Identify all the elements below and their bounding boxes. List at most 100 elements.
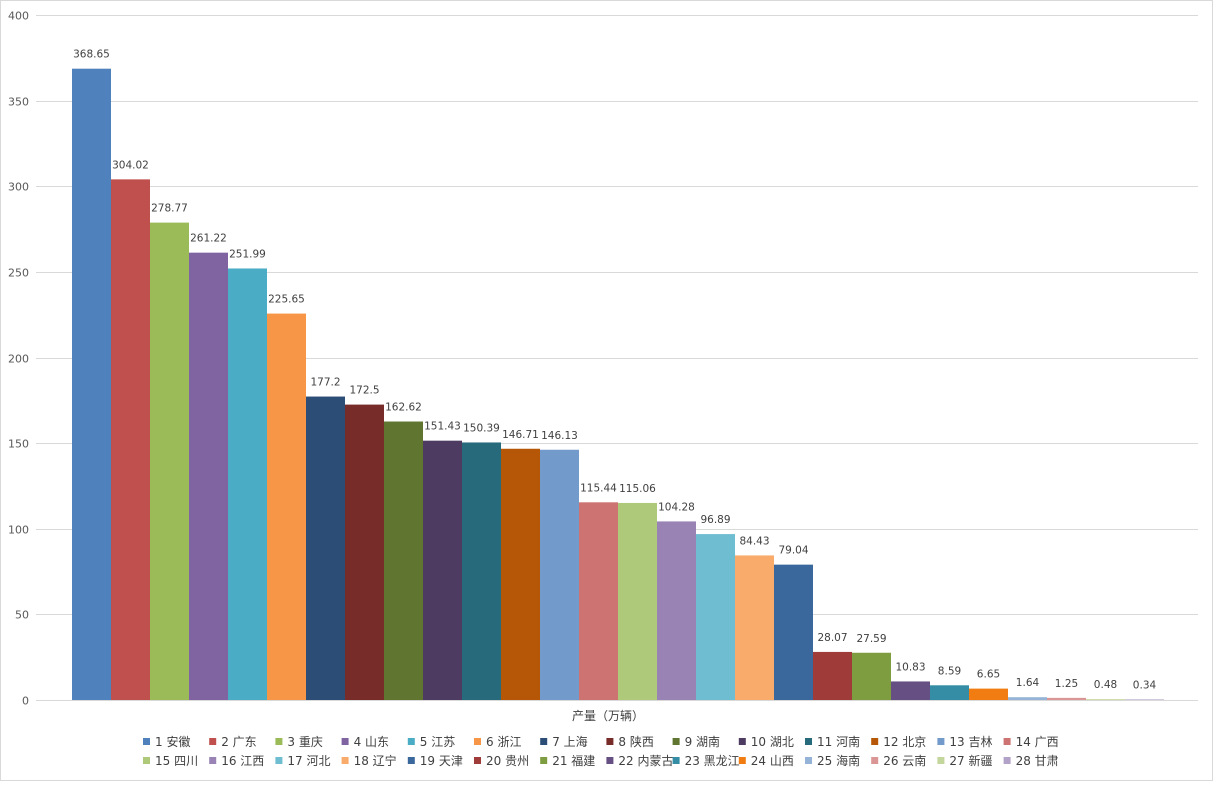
y-tick-label: 50 (15, 609, 29, 622)
bar (1125, 699, 1164, 700)
legend-label: 20 贵州 (486, 754, 529, 768)
data-label: 146.13 (541, 430, 578, 442)
legend-label: 27 新疆 (949, 753, 992, 768)
y-tick-label: 200 (8, 353, 29, 366)
legend-swatch (474, 738, 481, 745)
legend-label: 12 北京 (883, 735, 926, 749)
data-label: 150.39 (463, 422, 500, 434)
legend-swatch (540, 738, 548, 745)
legend-swatch (143, 738, 150, 745)
bar (930, 685, 969, 700)
legend-swatch (275, 757, 283, 764)
legend-swatch (540, 757, 548, 764)
bar (228, 268, 267, 700)
legend-swatch (143, 757, 150, 764)
legend-swatch (341, 757, 349, 764)
legend-label: 5 江苏 (420, 735, 455, 749)
legend-label: 7 上海 (552, 734, 587, 749)
data-label: 79.04 (778, 545, 808, 557)
bar (501, 448, 540, 700)
legend-label: 16 江西 (221, 754, 264, 768)
bar (111, 179, 150, 701)
legend-label: 22 内蒙古 (618, 753, 673, 768)
y-tick-label: 350 (8, 96, 29, 109)
bars (72, 68, 1164, 701)
bar (579, 502, 618, 700)
y-axis-ticks: 0 50 100 150 200 250 300 350 400 (8, 10, 29, 708)
bar (813, 651, 852, 700)
legend-swatch (937, 757, 945, 764)
data-label: 115.06 (619, 483, 656, 495)
legend-label: 17 河北 (287, 754, 330, 768)
legend-label: 14 广西 (1016, 735, 1059, 749)
legend-label: 18 辽宁 (354, 753, 397, 768)
legend-swatch (871, 738, 879, 745)
data-label: 177.2 (310, 377, 340, 389)
legend-label: 28 甘肃 (1016, 754, 1059, 768)
y-tick-label: 0 (22, 695, 29, 708)
legend-swatch (275, 738, 283, 745)
data-label: 96.89 (700, 514, 730, 526)
data-label: 146.71 (502, 429, 539, 441)
data-label: 172.5 (349, 385, 379, 397)
legend-label: 25 海南 (817, 753, 860, 768)
data-label: 27.59 (856, 633, 886, 645)
data-label: 251.99 (229, 248, 266, 260)
bar (267, 313, 306, 700)
legend-swatch (937, 738, 945, 745)
bar (306, 396, 345, 700)
bar (1086, 699, 1125, 700)
bar (423, 440, 462, 700)
y-tick-label: 250 (8, 267, 29, 280)
y-tick-label: 300 (8, 181, 29, 194)
bar (696, 534, 735, 700)
bar (540, 449, 579, 700)
legend-swatch (805, 757, 812, 764)
legend-swatch (738, 738, 746, 745)
legend-label: 21 福建 (552, 753, 595, 768)
legend-swatch (341, 738, 349, 745)
y-tick-label: 150 (8, 438, 29, 451)
x-axis-title: 产量（万辆） (572, 709, 644, 723)
legend: 1 安徽 2 广东 3 重庆 4 山东 5 江苏 6 浙江 7 上海 8 陕西 9 湖南 10 湖… (143, 734, 1059, 768)
bar (462, 442, 501, 700)
data-label: 368.65 (73, 49, 110, 61)
bar (891, 681, 930, 700)
legend-swatch (805, 738, 812, 745)
data-label: 115.44 (580, 482, 617, 494)
legend-label: 13 吉林 (949, 735, 992, 749)
legend-label: 15 四川 (155, 754, 198, 768)
data-label: 162.62 (385, 402, 422, 414)
legend-label: 4 山东 (354, 735, 389, 749)
data-label: 0.48 (1094, 679, 1117, 691)
legend-swatch (209, 757, 217, 764)
bar (969, 688, 1008, 700)
legend-label: 19 天津 (420, 754, 463, 768)
y-tick-label: 100 (8, 524, 29, 537)
legend-swatch (606, 757, 614, 764)
data-label: 104.28 (658, 501, 695, 513)
bar (774, 564, 813, 700)
data-label: 225.65 (268, 294, 305, 306)
legend-swatch (407, 738, 415, 745)
bar (384, 421, 423, 700)
legend-label: 3 重庆 (287, 735, 322, 749)
bar (657, 521, 696, 700)
bar (852, 652, 891, 700)
data-label: 304.02 (112, 159, 149, 171)
y-tick-label: 400 (8, 10, 29, 23)
data-label: 278.77 (151, 203, 188, 215)
legend-swatch (871, 757, 879, 764)
legend-label: 6 浙江 (486, 735, 521, 749)
legend-label: 9 湖南 (685, 734, 720, 749)
data-label: 6.65 (977, 669, 1000, 681)
legend-label: 11 河南 (817, 734, 860, 749)
data-label: 1.25 (1055, 678, 1078, 690)
legend-swatch (738, 757, 746, 764)
bar (345, 404, 384, 700)
bar (72, 68, 111, 700)
legend-label: 26 云南 (883, 753, 926, 768)
